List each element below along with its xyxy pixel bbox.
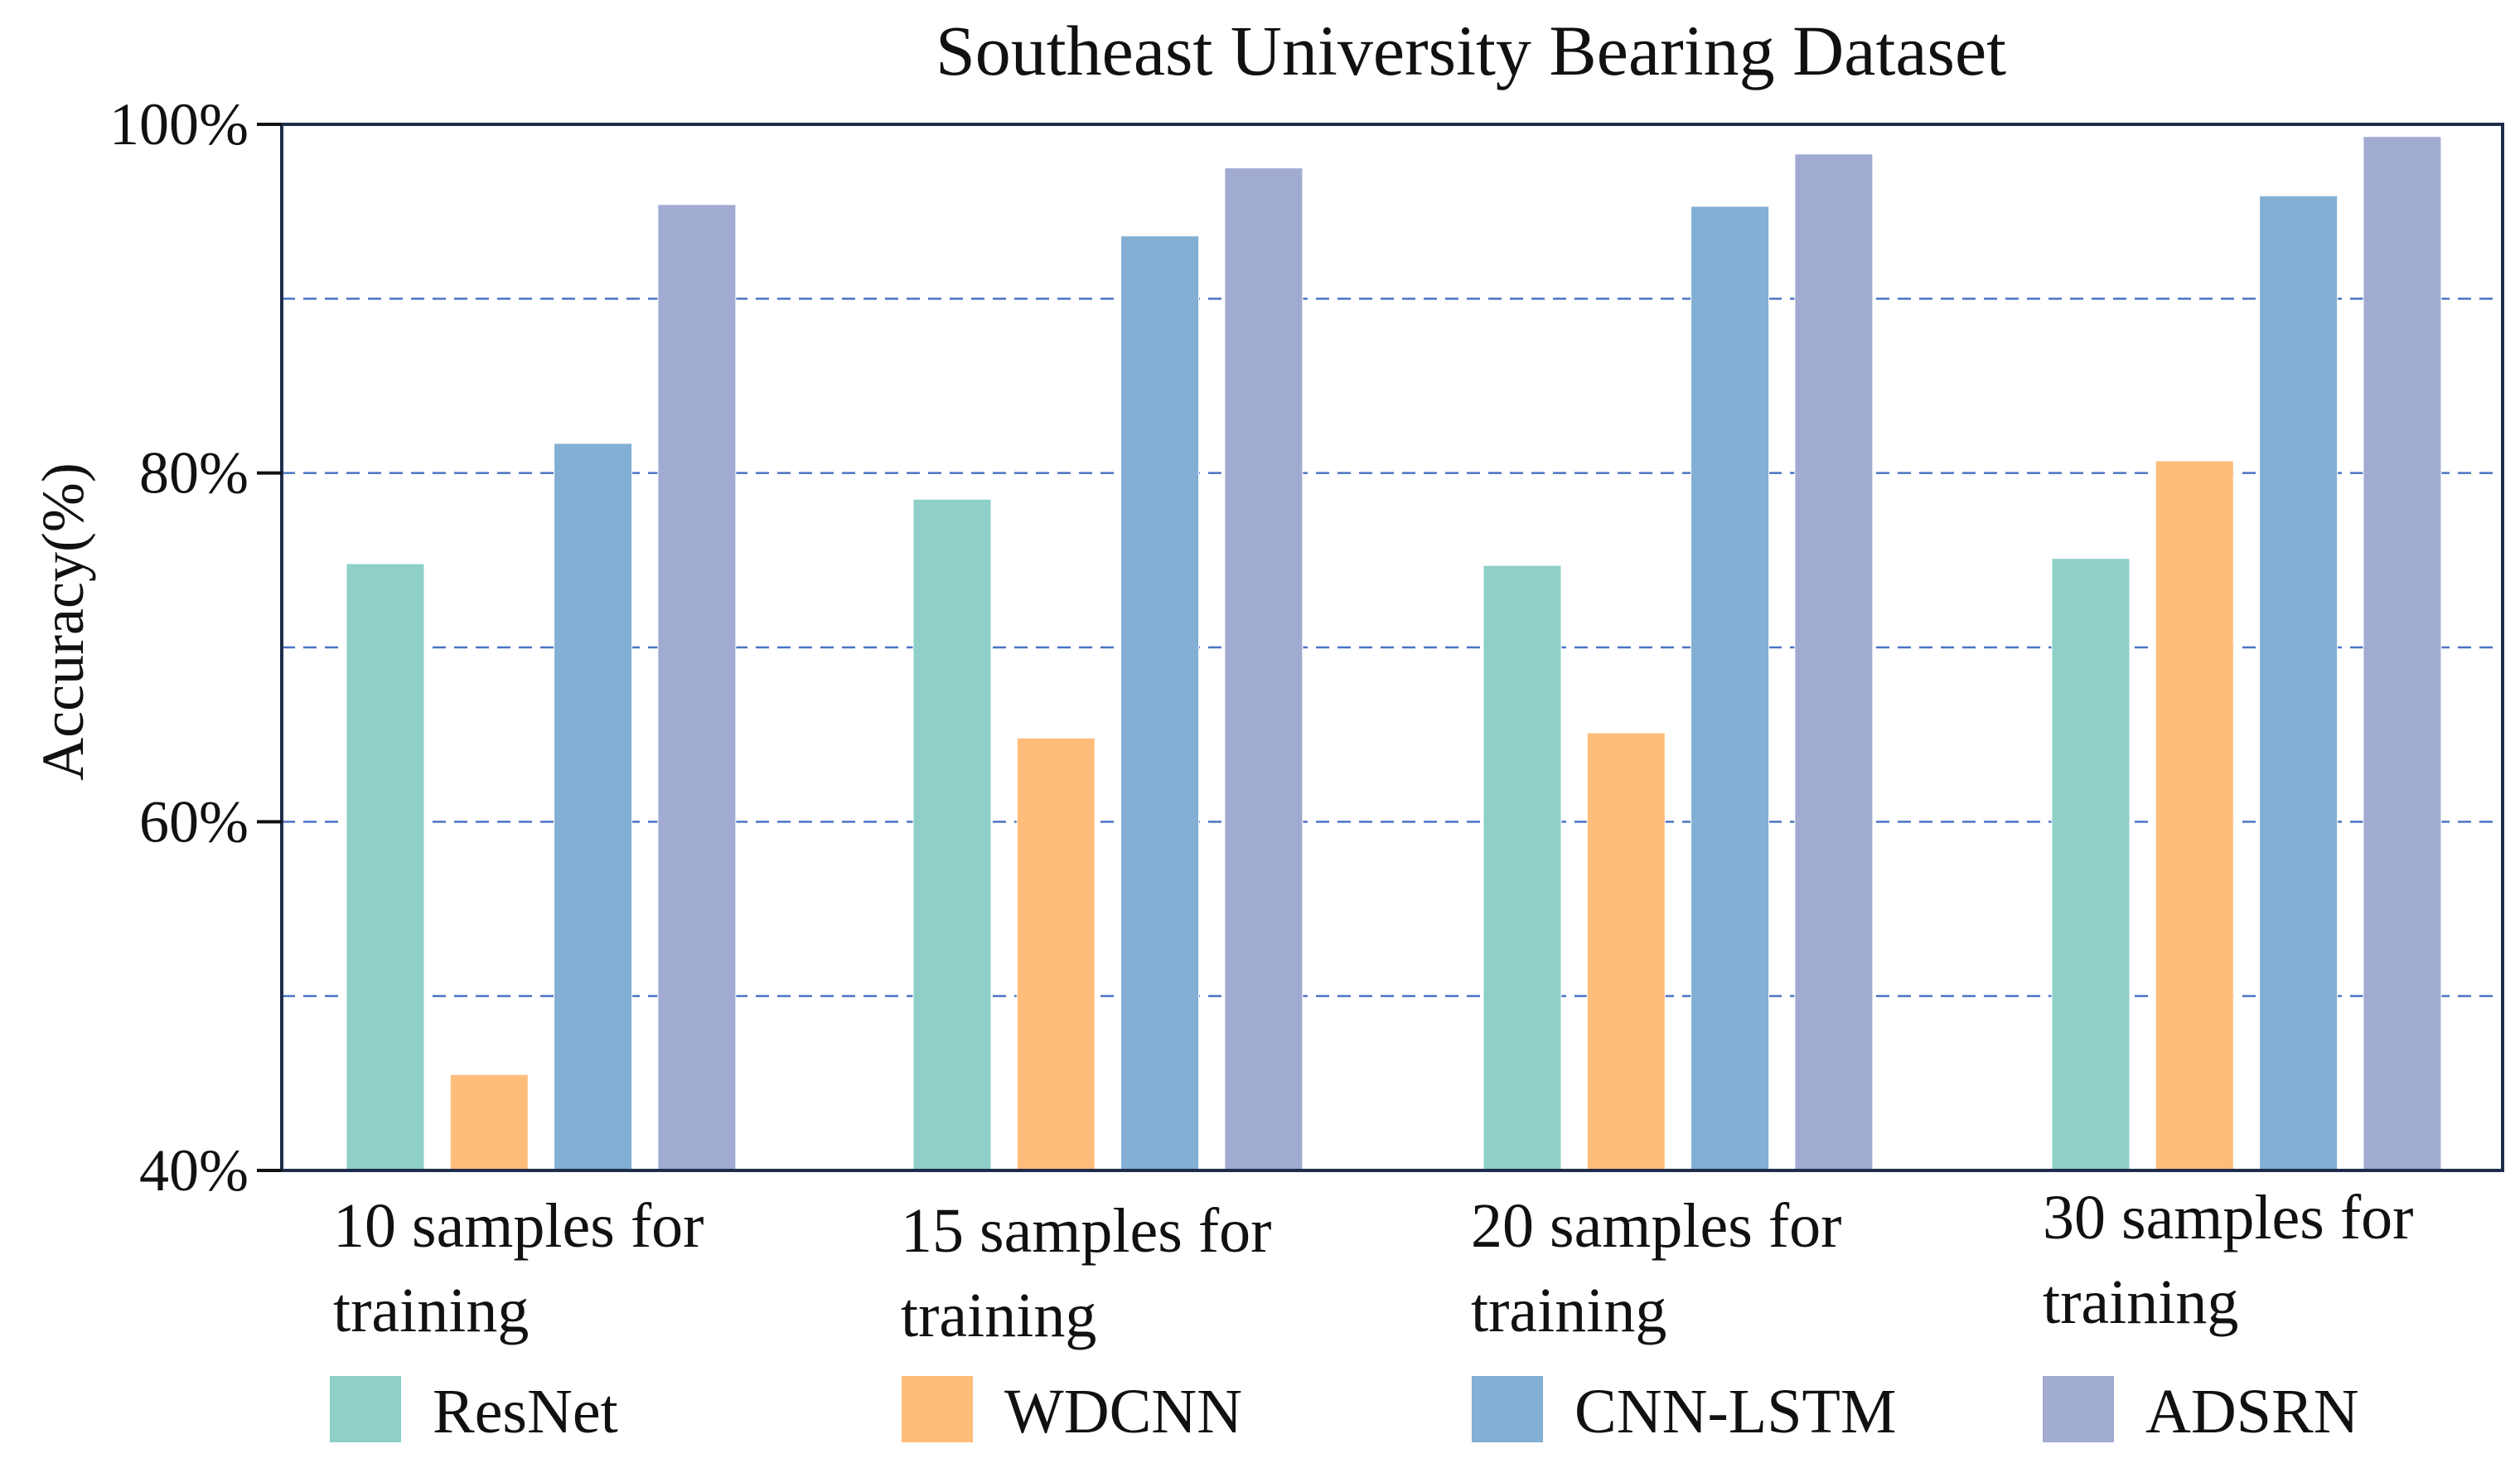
bar-wdcnn-2 — [1016, 737, 1096, 1171]
bar-resnet-4 — [2051, 558, 2131, 1171]
bar-wdcnn-1 — [449, 1073, 529, 1171]
legend-swatch — [330, 1376, 401, 1442]
bar-adsrn-4 — [2363, 136, 2442, 1171]
y-tick-label: 100% — [109, 91, 249, 157]
legend-label: CNN-LSTM — [1574, 1377, 1896, 1446]
legend-label: ResNet — [433, 1377, 618, 1446]
x-tick-label: 15 samples for — [901, 1196, 1271, 1266]
bar-resnet-2 — [912, 498, 992, 1171]
bar-adsrn-2 — [1224, 167, 1304, 1171]
legend-swatch — [2043, 1376, 2114, 1442]
x-axis-labels: 10 samples for training 15 samples for trai… — [333, 1183, 2413, 1350]
legend: ResNet WDCNN CNN-LSTM ADSRN — [330, 1376, 2359, 1446]
y-tick-label: 80% — [139, 440, 249, 506]
y-axis-label: Accuracy(%) — [30, 463, 96, 781]
bar-cnn-lstm-3 — [1690, 206, 1770, 1171]
x-tick-label: 10 samples for — [333, 1191, 704, 1261]
x-tick-label: 20 samples for — [1471, 1191, 1841, 1261]
x-tick-label: training — [901, 1281, 1096, 1350]
bar-adsrn-1 — [657, 204, 737, 1171]
x-tick-label: 30 samples for — [2043, 1183, 2413, 1253]
y-tick-label: 40% — [139, 1137, 249, 1204]
legend-swatch — [1472, 1376, 1543, 1442]
legend-swatch — [902, 1376, 973, 1442]
x-tick-label: training — [2043, 1267, 2238, 1337]
bar-cnn-lstm-4 — [2259, 195, 2339, 1171]
legend-label: WDCNN — [1004, 1377, 1242, 1446]
bar-cnn-lstm-2 — [1120, 235, 1200, 1171]
bar-wdcnn-3 — [1586, 732, 1666, 1171]
chart-title: Southeast University Bearing Dataset — [936, 11, 2006, 90]
plot-frame — [280, 123, 2504, 1172]
legend-label: ADSRN — [2145, 1377, 2359, 1446]
bar-resnet-3 — [1482, 564, 1562, 1171]
x-tick-label: training — [333, 1276, 529, 1345]
y-tick-label: 60% — [139, 788, 249, 855]
bar-cnn-lstm-1 — [554, 443, 633, 1171]
gridlines — [282, 298, 2503, 997]
y-axis-ticks: 40% 60% 80% 100% — [109, 91, 282, 1204]
bars — [346, 136, 2442, 1171]
bar-adsrn-3 — [1794, 153, 1874, 1171]
x-tick-label: training — [1471, 1276, 1666, 1345]
bar-resnet-1 — [346, 563, 425, 1171]
bar-wdcnn-4 — [2155, 460, 2234, 1171]
